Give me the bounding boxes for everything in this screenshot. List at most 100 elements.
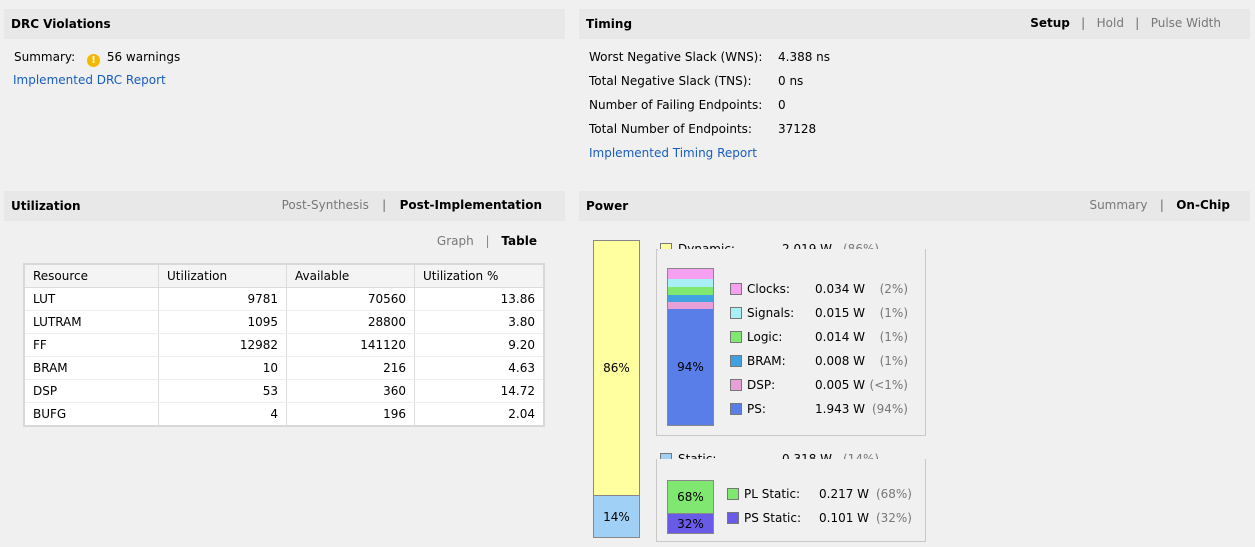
bram-percent: (1%) bbox=[879, 354, 908, 368]
pl-static-swatch bbox=[727, 488, 739, 500]
logic-percent: (1%) bbox=[879, 330, 908, 344]
static-seg-pl: 68% bbox=[668, 481, 713, 514]
cell-percent: 4.63 bbox=[414, 356, 545, 380]
table-row[interactable]: LUT 9781 70560 13.86 bbox=[24, 287, 545, 311]
bram-swatch bbox=[730, 355, 742, 367]
ps-static-bar-percent: 32% bbox=[677, 516, 704, 531]
ps-static-percent: (32%) bbox=[875, 511, 912, 525]
bram-value: 0.008 W bbox=[815, 354, 866, 368]
signals-percent: (1%) bbox=[879, 306, 908, 320]
utilization-title: Utilization bbox=[11, 199, 81, 213]
total-dynamic-segment: 86% bbox=[594, 241, 639, 496]
timing-tns-label: Total Negative Slack (TNS): bbox=[589, 74, 752, 88]
total-dynamic-percent: 86% bbox=[603, 361, 630, 375]
signals-label: Signals: bbox=[747, 306, 795, 320]
signals-value: 0.015 W bbox=[815, 306, 866, 320]
pl-static-label: PL Static: bbox=[744, 487, 801, 501]
cell-percent: 3.80 bbox=[414, 310, 545, 334]
cell-resource: BUFG bbox=[24, 402, 159, 427]
timing-failing-label: Number of Failing Endpoints: bbox=[589, 98, 763, 112]
dyn-seg-ps: 94% bbox=[668, 309, 713, 425]
table-row[interactable]: BRAM 10 216 4.63 bbox=[24, 356, 545, 380]
cell-utilization: 1095 bbox=[158, 310, 287, 334]
utilization-view-tabs: Graph | Table bbox=[436, 234, 537, 248]
timing-wns-value: 4.388 ns bbox=[778, 50, 831, 64]
cell-percent: 13.86 bbox=[414, 287, 545, 311]
timing-total-label: Total Number of Endpoints: bbox=[589, 122, 752, 136]
cell-utilization: 53 bbox=[158, 379, 287, 403]
dsp-percent: (<1%) bbox=[869, 378, 908, 392]
tab-hold[interactable]: Hold bbox=[1096, 16, 1124, 30]
static-seg-ps: 32% bbox=[668, 514, 713, 533]
dsp-value: 0.005 W bbox=[815, 378, 866, 392]
col-resource[interactable]: Resource bbox=[24, 264, 159, 288]
dynamic-breakdown-bar: 94% bbox=[667, 268, 714, 426]
col-utilization[interactable]: Utilization bbox=[158, 264, 287, 288]
drc-title: DRC Violations bbox=[11, 17, 111, 31]
ps-static-value: 0.101 W bbox=[819, 511, 870, 525]
total-static-segment: 14% bbox=[594, 496, 639, 537]
drc-summary-label: Summary: bbox=[14, 50, 76, 64]
total-power-bar: 86% 14% bbox=[593, 240, 640, 538]
cell-utilization: 10 bbox=[158, 356, 287, 380]
drc-report-link[interactable]: Implemented DRC Report bbox=[13, 73, 166, 87]
timing-title: Timing bbox=[586, 17, 633, 31]
utilization-panel-header: Utilization Post-Synthesis | Post-Implem… bbox=[4, 191, 565, 221]
table-row[interactable]: BUFG 4 196 2.04 bbox=[24, 402, 545, 427]
col-utilization-percent[interactable]: Utilization % bbox=[414, 264, 545, 288]
cell-available: 70560 bbox=[286, 287, 415, 311]
tab-post-synthesis[interactable]: Post-Synthesis bbox=[281, 198, 369, 212]
pl-static-percent: (68%) bbox=[875, 487, 912, 501]
ps-percent: (94%) bbox=[871, 402, 908, 416]
cell-available: 196 bbox=[286, 402, 415, 427]
dynamic-box-top-left bbox=[656, 249, 658, 250]
ps-value: 1.943 W bbox=[815, 402, 866, 416]
tab-post-implementation[interactable]: Post-Implementation bbox=[399, 198, 542, 212]
clocks-percent: (2%) bbox=[879, 282, 908, 296]
cell-utilization: 9781 bbox=[158, 287, 287, 311]
warning-icon: ! bbox=[87, 54, 100, 67]
timing-panel-header: Timing Setup | Hold | Pulse Width bbox=[579, 9, 1250, 39]
logic-value: 0.014 W bbox=[815, 330, 866, 344]
tab-summary[interactable]: Summary bbox=[1089, 198, 1148, 212]
dsp-swatch bbox=[730, 379, 742, 391]
tab-setup[interactable]: Setup bbox=[1030, 16, 1070, 30]
static-breakdown-bar: 68% 32% bbox=[667, 480, 714, 534]
logic-label: Logic: bbox=[747, 330, 783, 344]
table-header-row: Resource Utilization Available Utilizati… bbox=[24, 264, 545, 288]
cell-available: 216 bbox=[286, 356, 415, 380]
cell-resource: LUT bbox=[24, 287, 159, 311]
timing-total-value: 37128 bbox=[778, 122, 817, 136]
cell-resource: LUTRAM bbox=[24, 310, 159, 334]
tab-on-chip[interactable]: On-Chip bbox=[1176, 198, 1230, 212]
drc-warnings-count: 56 warnings bbox=[106, 50, 181, 64]
table-row[interactable]: FF 12982 141120 9.20 bbox=[24, 333, 545, 357]
cell-resource: DSP bbox=[24, 379, 159, 403]
table-row[interactable]: LUTRAM 1095 28800 3.80 bbox=[24, 310, 545, 334]
utilization-table: Resource Utilization Available Utilizati… bbox=[23, 263, 545, 427]
cell-resource: BRAM bbox=[24, 356, 159, 380]
pl-static-bar-percent: 68% bbox=[677, 490, 704, 504]
timing-failing-value: 0 bbox=[778, 98, 786, 112]
dsp-label: DSP: bbox=[747, 378, 776, 392]
tab-table[interactable]: Table bbox=[501, 234, 537, 248]
cell-percent: 9.20 bbox=[414, 333, 545, 357]
logic-swatch bbox=[730, 331, 742, 343]
cell-percent: 2.04 bbox=[414, 402, 545, 427]
tab-graph[interactable]: Graph bbox=[436, 234, 474, 248]
timing-tns-value: 0 ns bbox=[778, 74, 804, 88]
table-row[interactable]: DSP 53 360 14.72 bbox=[24, 379, 545, 403]
dynamic-ps-percent: 94% bbox=[677, 360, 704, 374]
power-panel-header: Power Summary | On-Chip bbox=[579, 191, 1250, 221]
cell-utilization: 4 bbox=[158, 402, 287, 427]
clocks-value: 0.034 W bbox=[815, 282, 866, 296]
cell-percent: 14.72 bbox=[414, 379, 545, 403]
timing-wns-label: Worst Negative Slack (WNS): bbox=[589, 50, 763, 64]
drc-panel-header: DRC Violations bbox=[4, 9, 565, 39]
col-available[interactable]: Available bbox=[286, 264, 415, 288]
timing-report-link[interactable]: Implemented Timing Report bbox=[589, 146, 757, 160]
ps-static-swatch bbox=[727, 512, 739, 524]
clocks-swatch bbox=[730, 283, 742, 295]
ps-swatch bbox=[730, 403, 742, 415]
tab-pulse-width[interactable]: Pulse Width bbox=[1150, 16, 1221, 30]
